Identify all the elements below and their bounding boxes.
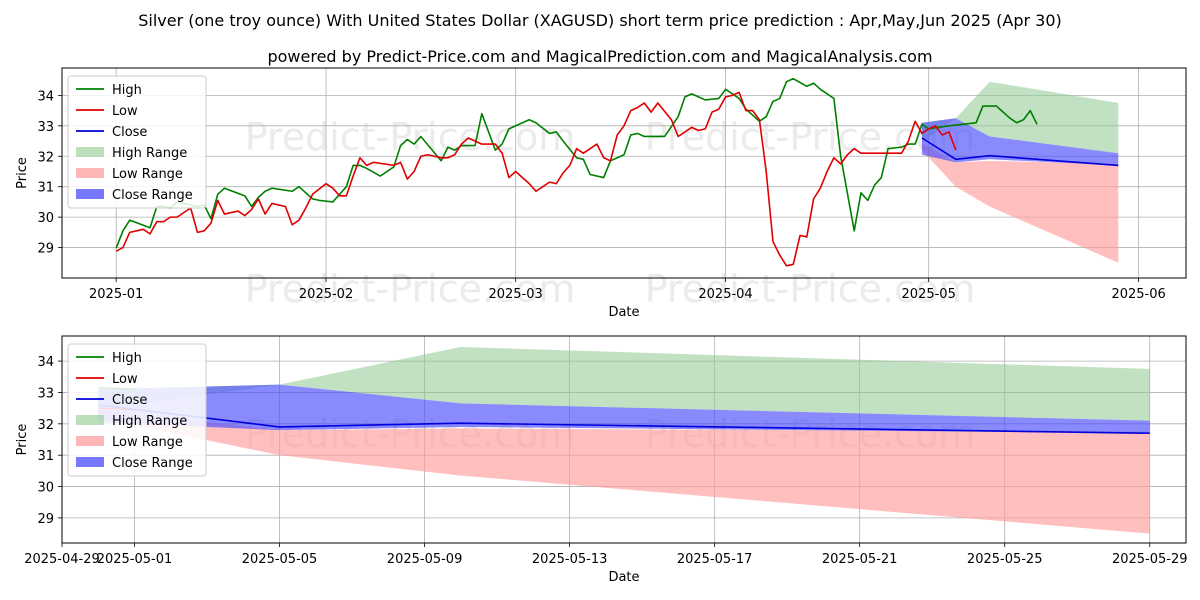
y-axis-label: Price <box>15 424 30 456</box>
x-tick-label: 2025-05-17 <box>677 552 753 567</box>
main-chart-panel: Predict-Price.com Predict-Price.com Predic… <box>15 67 1187 320</box>
y-tick-label: 32 <box>37 418 54 433</box>
x-tick-label: 2025-02 <box>299 287 353 302</box>
low-range-band <box>98 409 1150 534</box>
y-tick-label: 29 <box>37 242 54 257</box>
legend-swatch-low-range <box>76 168 104 178</box>
plot-frame <box>61 335 1187 544</box>
y-tick-label: 33 <box>37 120 54 135</box>
x-tick-label: 2025-05-29 <box>1112 552 1188 567</box>
legend-label: High Range <box>112 146 187 161</box>
y-tick-label: 30 <box>37 211 54 226</box>
x-tick-label: 2025-05-13 <box>532 552 608 567</box>
y-axis-label: Price <box>15 157 30 189</box>
legend-swatch-close-range <box>76 189 104 199</box>
high-range-band <box>921 81 1119 154</box>
watermark-text: Predict-Price.com <box>645 115 976 159</box>
close-range-band <box>98 384 1150 434</box>
legend-label: Low Range <box>112 167 183 182</box>
legend-label: Low <box>112 104 138 119</box>
zoom-chart-panel: Predict-Price.comPredict-Price.com2025-0… <box>15 335 1188 585</box>
legend-label: High Range <box>112 414 187 429</box>
watermark-text: Predict-Price.com <box>245 267 576 311</box>
legend-swatch-high-range <box>76 415 104 425</box>
y-tick-label: 34 <box>37 89 54 104</box>
x-tick-label: 2025-05-05 <box>242 552 318 567</box>
x-tick-label: 2025-04 <box>698 287 752 302</box>
legend-label: High <box>112 83 142 98</box>
legend-label: High <box>112 351 142 366</box>
high-range-band <box>98 346 1150 421</box>
y-tick-label: 32 <box>37 150 54 165</box>
legend-swatch-high-range <box>76 147 104 157</box>
plot-frame <box>61 67 1187 279</box>
chart-title: Silver (one troy ounce) With United Stat… <box>138 11 1062 30</box>
x-axis-label: Date <box>608 305 639 320</box>
legend-label: Close Range <box>112 188 193 203</box>
legend-label: Close <box>112 125 147 140</box>
x-tick-label: 2025-04-29 <box>24 552 100 567</box>
low-series-line <box>115 91 957 267</box>
x-tick-label: 2025-05-25 <box>967 552 1043 567</box>
y-tick-label: 30 <box>37 481 54 496</box>
y-tick-label: 29 <box>37 512 54 527</box>
x-axis-label: Date <box>608 570 639 585</box>
y-tick-label: 33 <box>37 386 54 401</box>
chart-subtitle: powered by Predict-Price.com and Magical… <box>267 47 932 66</box>
legend-label: Low Range <box>112 435 183 450</box>
y-tick-label: 31 <box>37 449 54 464</box>
watermark-text: Predict-Price.com <box>645 267 976 311</box>
x-tick-label: 2025-03 <box>488 287 542 302</box>
legend-swatch-low-range <box>76 436 104 446</box>
x-tick-label: 2025-05-09 <box>387 552 463 567</box>
x-tick-label: 2025-05-21 <box>822 552 898 567</box>
y-tick-label: 31 <box>37 181 54 196</box>
x-tick-label: 2025-01 <box>89 287 143 302</box>
x-tick-label: 2025-06 <box>1111 287 1165 302</box>
close-range-band <box>921 118 1119 166</box>
legend-label: Close <box>112 393 147 408</box>
watermark-text: Predict-Price.com <box>245 115 576 159</box>
high-series-line <box>115 77 1038 249</box>
y-tick-label: 34 <box>37 355 54 370</box>
low-range-band <box>921 142 1119 263</box>
legend-label: Close Range <box>112 456 193 471</box>
x-tick-label: 2025-05-01 <box>97 552 173 567</box>
close-series-line <box>921 137 1119 167</box>
legend-label: Low <box>112 372 138 387</box>
legend-swatch-close-range <box>76 457 104 467</box>
x-tick-label: 2025-05 <box>902 287 956 302</box>
